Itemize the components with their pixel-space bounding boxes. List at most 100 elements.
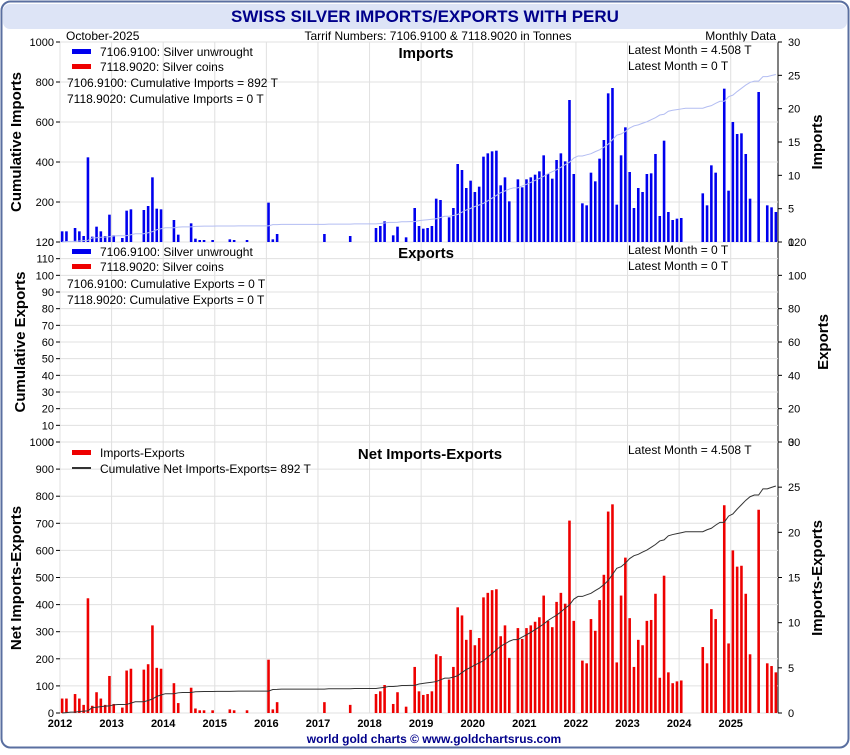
x-tick-label: 2015 xyxy=(203,718,227,730)
net-bar xyxy=(589,619,593,713)
net-bar xyxy=(748,654,752,713)
net-bar xyxy=(430,691,434,713)
y-tick-label-left: 600 xyxy=(36,545,54,557)
import-bar xyxy=(211,240,214,242)
import-bar xyxy=(675,218,679,242)
net-bar xyxy=(568,520,571,713)
import-bar xyxy=(482,156,485,242)
import-bar xyxy=(142,210,146,242)
import-bar xyxy=(125,210,128,242)
cumulative-net-line xyxy=(62,485,777,714)
y-tick-label-left: 50 xyxy=(42,354,54,366)
net-bar xyxy=(90,705,94,713)
net-bar xyxy=(142,669,146,713)
imports-cumulative-coins: 7118.9020: Cumulative Imports = 0 T xyxy=(67,92,264,106)
import-bar xyxy=(159,209,163,242)
import-bar xyxy=(731,122,735,242)
import-bar xyxy=(667,212,670,242)
import-bar xyxy=(593,181,597,242)
net-bar xyxy=(628,618,631,713)
net-bar xyxy=(593,630,597,713)
net-bar xyxy=(598,600,601,713)
import-bar xyxy=(189,223,193,242)
net-bar xyxy=(516,628,520,713)
import-bar xyxy=(465,188,468,242)
import-bar xyxy=(529,177,533,242)
y-tick-label-left: 200 xyxy=(36,654,54,666)
net-bar xyxy=(189,687,193,713)
import-bar xyxy=(447,217,451,242)
net-bar xyxy=(654,593,657,713)
import-bar xyxy=(151,177,154,242)
y-tick-label-right: 0 xyxy=(788,437,794,449)
import-bar xyxy=(654,154,657,242)
net-bar xyxy=(727,643,730,713)
import-bar xyxy=(542,155,545,242)
net-bar xyxy=(456,607,459,713)
y-tick-label-left: 800 xyxy=(36,491,54,503)
exports-legend-swatch-coins xyxy=(72,264,91,269)
y-tick-label-left: 80 xyxy=(42,304,54,316)
exports-panel-title: Exports xyxy=(398,245,454,262)
import-bar xyxy=(391,235,395,242)
net-bar xyxy=(121,707,124,713)
net-bar xyxy=(465,639,468,713)
import-bar xyxy=(628,172,631,242)
net-bar xyxy=(529,625,533,713)
import-bar xyxy=(770,207,773,242)
y-tick-label-right: 60 xyxy=(788,337,800,349)
net-bar xyxy=(439,656,442,713)
net-right-axis-title: Imports-Exports xyxy=(809,520,826,636)
net-bar xyxy=(542,595,545,713)
net-bar xyxy=(172,683,176,713)
net-bar xyxy=(671,683,674,713)
import-bar xyxy=(271,239,275,242)
grid-layer xyxy=(59,41,778,714)
y-tick-label-right: 10 xyxy=(788,170,800,182)
y-tick-label-right: 15 xyxy=(788,137,800,149)
net-bar xyxy=(675,681,679,713)
net-bar xyxy=(198,710,202,713)
cumulative-imports-line xyxy=(62,73,776,243)
import-bar xyxy=(641,192,644,242)
net-bar xyxy=(649,619,653,713)
import-bar xyxy=(456,164,459,242)
net-bar xyxy=(503,625,507,713)
exports-latest-coins: Latest Month = 0 T xyxy=(628,259,729,273)
import-bar xyxy=(624,127,627,242)
import-bar xyxy=(82,236,85,242)
import-bar xyxy=(486,153,490,242)
net-latest-month: Latest Month = 4.508 T xyxy=(628,443,752,457)
net-bar xyxy=(232,710,236,713)
import-bar xyxy=(765,205,769,242)
x-tick-label: 2012 xyxy=(48,718,72,730)
net-bar xyxy=(624,557,627,713)
net-bar xyxy=(194,708,197,713)
net-bar xyxy=(645,620,649,713)
import-bar xyxy=(374,228,378,242)
y-tick-label-right: 120 xyxy=(788,237,806,249)
legend-swatch-unwrought xyxy=(72,49,91,54)
net-bar xyxy=(632,666,636,713)
net-bar xyxy=(550,627,554,713)
import-bar xyxy=(232,240,236,242)
import-bar xyxy=(598,158,601,242)
net-bar xyxy=(176,703,180,713)
import-bar xyxy=(60,231,64,242)
net-bar xyxy=(60,698,64,713)
import-bar xyxy=(516,179,520,242)
y-tick-label-right: 25 xyxy=(788,482,800,494)
y-tick-label-left: 120 xyxy=(36,237,54,249)
exports-legend-unwrought-label: 7106.9100: Silver unwrought xyxy=(100,245,253,259)
import-bar xyxy=(404,237,408,242)
import-bar xyxy=(658,216,662,242)
title-bar xyxy=(3,4,847,29)
net-bar xyxy=(735,566,739,713)
net-bar xyxy=(159,668,163,713)
net-bar xyxy=(611,504,614,713)
x-tick-label: 2017 xyxy=(306,718,330,730)
import-bar xyxy=(563,161,567,242)
net-bar xyxy=(679,680,683,713)
y-tick-label-right: 0 xyxy=(788,708,794,720)
